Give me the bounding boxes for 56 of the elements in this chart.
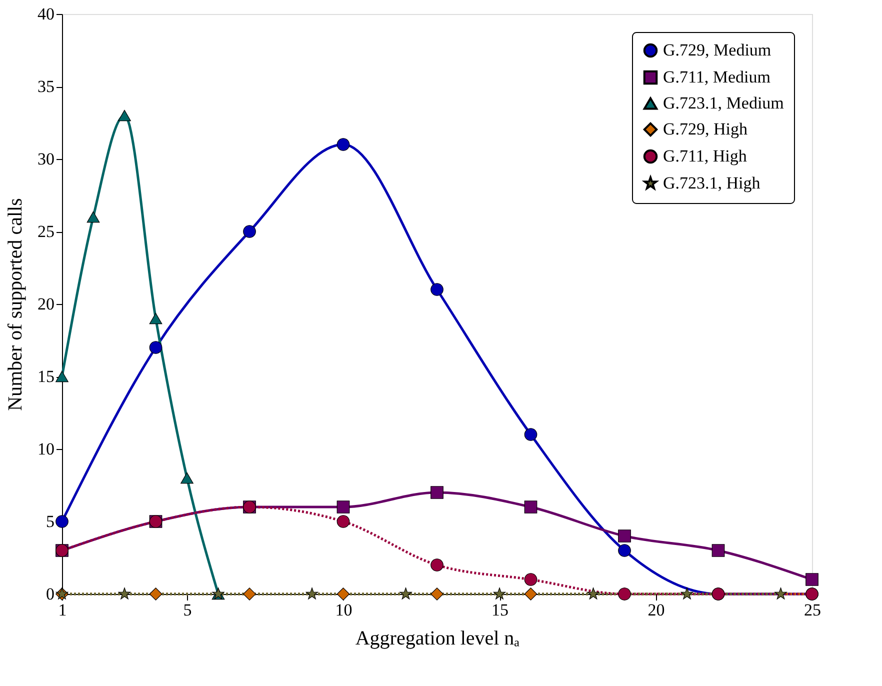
point <box>493 588 506 600</box>
point <box>149 341 162 354</box>
x-axis-title: Aggregation level nₐ <box>355 628 520 650</box>
point <box>524 500 538 514</box>
legend-label: G.723.1, Medium <box>663 94 784 112</box>
legend-label: G.729, Medium <box>663 40 772 60</box>
point <box>430 486 444 499</box>
y-tick-label: 10 <box>38 440 54 458</box>
point <box>336 515 350 528</box>
point <box>524 428 538 441</box>
point <box>243 225 256 238</box>
x-tick-label: 25 <box>804 600 821 620</box>
y-tick-label: 0 <box>46 584 54 604</box>
point <box>118 588 131 600</box>
legend-label: G.711, Medium <box>663 68 771 86</box>
y-tick-label: 20 <box>38 294 54 314</box>
point <box>680 588 694 600</box>
point <box>336 138 350 151</box>
point <box>336 588 350 600</box>
y-tick-label: 40 <box>38 4 54 24</box>
point <box>149 312 162 324</box>
point <box>306 588 318 600</box>
point <box>712 544 725 557</box>
point <box>430 558 444 572</box>
point <box>618 530 631 542</box>
point <box>336 500 350 514</box>
point <box>86 211 100 223</box>
point <box>587 588 600 600</box>
y-tick-label: 30 <box>38 150 54 168</box>
y-tick-label: 25 <box>38 222 54 241</box>
y-tick-label: 5 <box>46 512 54 531</box>
point <box>118 110 131 122</box>
point <box>430 283 444 296</box>
point <box>774 588 787 600</box>
point <box>618 544 631 557</box>
point <box>149 588 162 600</box>
x-tick-label: 10 <box>335 600 352 620</box>
legend-label: G.729, High <box>663 120 748 138</box>
point <box>180 472 194 484</box>
y-tick-label: 35 <box>38 77 54 96</box>
x-tick-label: 20 <box>648 600 665 620</box>
point <box>524 573 538 586</box>
y-tick-label: 15 <box>38 367 54 386</box>
legend-label: G.723.1, High <box>663 174 761 192</box>
point <box>524 588 538 600</box>
point <box>56 515 68 528</box>
legend-label: G.711, High <box>663 146 748 166</box>
point <box>400 588 412 600</box>
point <box>806 573 818 586</box>
x-tick-label: 5 <box>183 600 192 620</box>
y-axis-title: Number of supported calls <box>4 198 26 411</box>
point <box>430 588 444 600</box>
x-tick-label: 1 <box>58 600 67 620</box>
point <box>56 370 68 382</box>
point <box>243 588 256 600</box>
x-tick-label: 15 <box>492 600 508 620</box>
